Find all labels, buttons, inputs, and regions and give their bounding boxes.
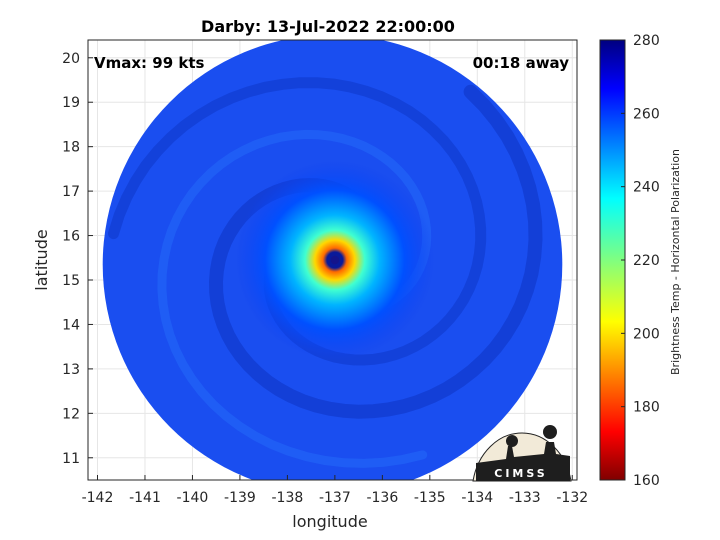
colorbar-tick-label: 160 xyxy=(633,473,660,489)
x-tick-label: -140 xyxy=(177,490,209,506)
colorbar-tick-label: 180 xyxy=(633,400,660,416)
x-tick-label: -141 xyxy=(129,490,161,506)
logo-skyline xyxy=(476,442,570,481)
y-tick-label: 15 xyxy=(62,273,80,289)
y-tick-label: 16 xyxy=(62,229,80,245)
x-tick-label: -137 xyxy=(319,490,351,506)
x-axis-label: longitude xyxy=(292,512,367,531)
x-tick-label: -135 xyxy=(414,490,446,506)
y-tick-label: 18 xyxy=(62,140,80,156)
y-tick-label: 17 xyxy=(62,184,80,200)
cimss-logo: CIMSS xyxy=(472,425,572,482)
y-tick-label: 12 xyxy=(62,406,80,422)
logo-water-tower xyxy=(543,425,557,439)
storm-eye xyxy=(330,255,340,265)
colorbar-tick-label: 280 xyxy=(633,33,660,49)
y-tick-label: 14 xyxy=(62,317,80,333)
colorbar-tick-label: 200 xyxy=(633,326,660,342)
chart-title: Darby: 13-Jul-2022 22:00:00 xyxy=(201,17,455,36)
x-tick-label: -138 xyxy=(272,490,304,506)
vmax-annotation: Vmax: 99 kts xyxy=(94,54,204,72)
x-tick-label: -132 xyxy=(556,490,588,506)
heatmap-layer xyxy=(102,40,563,480)
colorbar xyxy=(599,39,626,481)
tick-layer: -142 -141 -140 -139 -138 -137 -136 -135 -134 -133… xyxy=(62,51,588,506)
colorbar-tick-label: 220 xyxy=(633,253,660,269)
y-tick-label: 20 xyxy=(62,51,80,67)
x-tick-label: -133 xyxy=(509,490,541,506)
y-tick-label: 13 xyxy=(62,362,80,378)
x-tick-label: -134 xyxy=(461,490,493,506)
colorbar-tick-label: 240 xyxy=(633,180,660,196)
colorbar-tick-layer: 160 180 200 220 240 260 280 xyxy=(621,33,660,489)
plot-frame xyxy=(87,39,578,481)
x-tick-label: -136 xyxy=(366,490,398,506)
logo-text: CIMSS xyxy=(494,467,547,480)
x-tick-label: -142 xyxy=(82,490,114,506)
colorbar-label: Brightness Temp - Horizontal Polarizatio… xyxy=(669,149,682,375)
y-axis-label: latitude xyxy=(32,229,51,290)
x-tick-label: -139 xyxy=(224,490,256,506)
colorbar-tick-label: 260 xyxy=(633,106,660,122)
time-away-annotation: 00:18 away xyxy=(473,54,570,72)
y-tick-label: 19 xyxy=(62,95,80,111)
logo-radar-dish xyxy=(506,435,518,447)
y-tick-label: 11 xyxy=(62,451,80,467)
